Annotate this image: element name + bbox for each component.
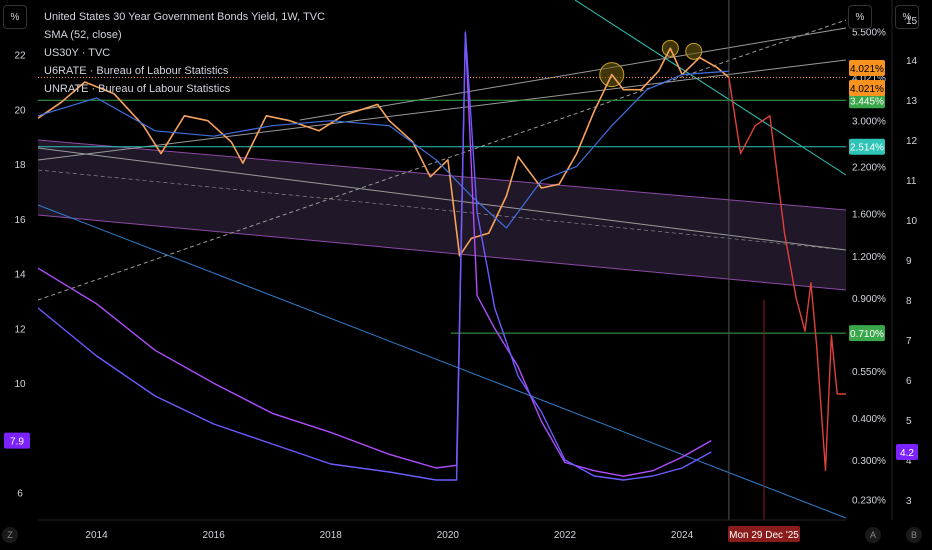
grey-trendline-1 — [37, 147, 847, 251]
right-tick-label-3: 12 — [906, 136, 918, 147]
right-tick-label-12: 3 — [906, 496, 912, 507]
crosshair-date-badge: Mon 29 Dec '25 — [729, 530, 799, 541]
left-tick-label-3: 16 — [14, 215, 26, 226]
left-tick-label-1: 20 — [14, 105, 26, 116]
level-badge-2: 0.710% — [850, 329, 884, 340]
right-tick-label-9: 6 — [906, 376, 912, 387]
grey-trendline-3 — [299, 27, 847, 121]
unrate-last-badge: 4.2 — [900, 448, 914, 459]
legend-u6rate[interactable]: U6RATE · Bureau of Labour Statistics — [44, 65, 229, 77]
level-badge-1: 2.514% — [850, 143, 884, 154]
pct-tick-label-2: 3.000% — [852, 117, 886, 128]
percent-toggle-right[interactable]: % — [895, 5, 919, 29]
price-last-badge: 4.021% — [850, 84, 884, 95]
x-tick-label-3: 2020 — [437, 530, 460, 541]
legend-sma[interactable]: SMA (52, close) — [44, 29, 122, 41]
level-badge-1-bg — [849, 138, 885, 155]
level-badge-0: 3.445% — [850, 96, 884, 107]
level-badge-0-bg — [849, 92, 885, 109]
pct-tick-label-4: 1.600% — [852, 209, 886, 220]
scale-b-button[interactable]: B — [906, 527, 922, 543]
pct-tick-label-6: 0.900% — [852, 294, 886, 305]
sma-last-badge: 4.021% — [850, 64, 884, 75]
series-line-0 — [37, 47, 730, 257]
right-tick-label-10: 5 — [906, 416, 912, 427]
level-badge-2-bg — [849, 325, 885, 342]
left-tick-label-0: 22 — [14, 51, 26, 62]
channel-fill — [38, 140, 846, 290]
pct-tick-label-1: 4.021% — [852, 73, 886, 84]
teal-trendline — [574, 0, 847, 176]
grey-trendline-2 — [37, 59, 847, 161]
pct-tick-label-8: 0.400% — [852, 414, 886, 425]
left-tick-label-4: 14 — [14, 270, 26, 281]
crosshair-date-badge-bg — [728, 526, 800, 542]
grey-dashed-trendline-2 — [37, 169, 847, 251]
percent-toggle-left[interactable]: % — [3, 5, 27, 29]
series-line-4 — [37, 31, 712, 481]
x-tick-label-2: 2018 — [320, 530, 343, 541]
series-line-1 — [37, 70, 729, 229]
legend-us30y[interactable]: US30Y · TVC — [44, 47, 111, 59]
right-tick-label-7: 8 — [906, 296, 912, 307]
pct-tick-label-0: 5.500% — [852, 27, 886, 38]
price-last-badge-bg — [849, 80, 885, 96]
pct-tick-label-10: 0.230% — [852, 495, 886, 506]
x-tick-label-4: 2022 — [554, 530, 577, 541]
blue-trendline — [37, 204, 847, 519]
legend-unrate[interactable]: UNRATE · Bureau of Labour Statistics — [44, 83, 231, 95]
right-tick-label-8: 7 — [906, 336, 912, 347]
peak-circle-3 — [685, 42, 703, 60]
left-tick-label-5: 12 — [14, 324, 26, 335]
pct-tick-label-7: 0.550% — [852, 367, 886, 378]
left-tick-label-6: 10 — [14, 379, 26, 390]
u6-last-badge: 7.9 — [10, 437, 24, 448]
right-tick-label-6: 9 — [906, 256, 912, 267]
right-tick-label-11: 4 — [906, 456, 912, 467]
right-tick-label-5: 10 — [906, 216, 918, 227]
x-tick-label-0: 2014 — [85, 530, 108, 541]
percent-toggle-mid[interactable]: % — [848, 5, 872, 29]
pct-tick-label-9: 0.300% — [852, 456, 886, 467]
x-tick-label-5: 2024 — [671, 530, 694, 541]
right-tick-label-0: 15 — [906, 16, 918, 27]
sma-last-badge-bg — [849, 60, 885, 76]
right-tick-label-4: 11 — [906, 176, 917, 187]
left-tick-label-8: 6 — [17, 489, 23, 500]
chart-legend: United States 30 Year Government Bonds Y… — [44, 8, 325, 98]
series-line-3 — [37, 32, 712, 477]
right-tick-label-1: 14 — [906, 56, 918, 67]
auto-scale-button[interactable]: A — [865, 527, 881, 543]
channel-top-edge — [37, 139, 847, 211]
unrate-last-badge-bg — [896, 444, 918, 460]
pct-tick-label-5: 1.200% — [852, 252, 886, 263]
pct-tick-label-3: 2.200% — [852, 162, 886, 173]
zoom-corner-button[interactable]: Z — [2, 527, 18, 543]
channel-bottom-edge — [37, 214, 847, 291]
x-tick-label-1: 2016 — [203, 530, 226, 541]
u6-last-badge-bg — [4, 432, 30, 449]
series-line-2 — [728, 77, 852, 472]
legend-title: United States 30 Year Government Bonds Y… — [44, 11, 326, 23]
grey-dashed-trendline — [37, 19, 847, 301]
left-axis-bg — [0, 0, 38, 550]
left-tick-label-2: 18 — [14, 160, 26, 171]
right-tick-label-2: 13 — [906, 96, 918, 107]
